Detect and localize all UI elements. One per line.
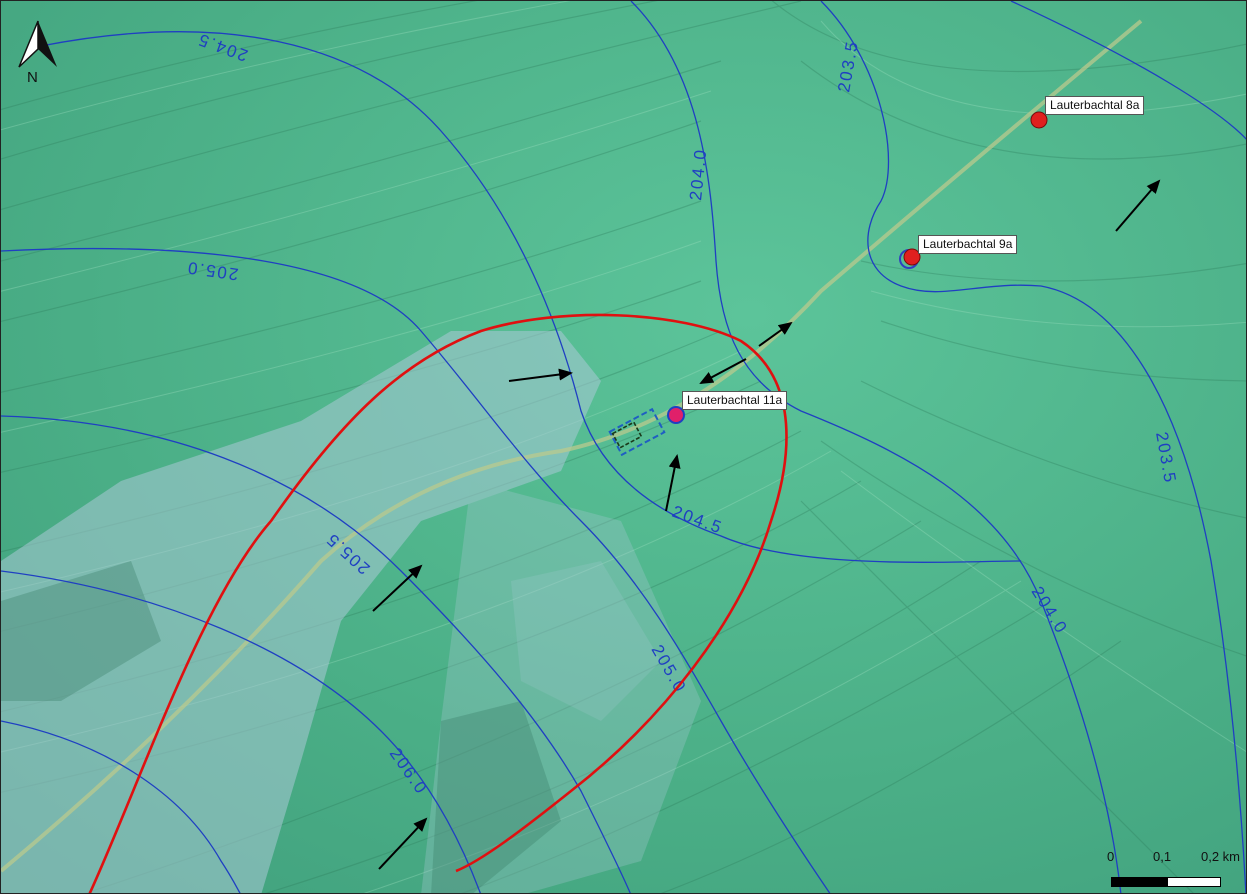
scale-tick-1: 0,1 <box>1153 849 1172 864</box>
contour-205-0 <box>1 247 831 893</box>
contour-203-5 <box>820 1 1246 893</box>
darker-field-areas <box>1 561 561 893</box>
contour-205-5 <box>1 415 631 893</box>
flow-arrow <box>699 358 747 384</box>
flow-arrow <box>372 564 423 612</box>
well-label-8a: Lauterbachtal 8a <box>1045 96 1145 115</box>
north-arrow-icon <box>18 20 57 68</box>
scale-tick-0: 0 <box>1107 849 1115 864</box>
wells <box>667 111 1048 424</box>
north-arrow: N <box>15 19 61 91</box>
scale-segment-black <box>1111 877 1167 887</box>
contour-204-0 <box>630 1 1122 893</box>
scale-bar: 0 0,1 0,2 km <box>1101 849 1246 893</box>
well-label-11a: Lauterbachtal 11a <box>682 391 788 410</box>
flow-arrow <box>758 321 793 347</box>
north-label: N <box>27 69 38 86</box>
well-field-plot <box>608 407 666 457</box>
scale-segment-white <box>1167 877 1221 887</box>
flow-arrow <box>508 368 573 382</box>
capture-zone-boundary <box>88 313 788 893</box>
well-marker-9a <box>903 248 921 266</box>
contour-206-5 <box>1 720 241 893</box>
well-label-9a: Lauterbachtal 9a <box>918 235 1018 254</box>
flow-arrow <box>378 817 428 870</box>
contour-north-east <box>1010 1 1246 140</box>
settlement-areas <box>1 331 701 893</box>
flow-arrow <box>665 454 681 512</box>
flow-arrow <box>1115 179 1161 232</box>
flow-arrows <box>372 179 1161 870</box>
scale-tick-2: 0,2 km <box>1201 849 1241 864</box>
contour-206-0 <box>1 570 481 893</box>
well-marker-11a <box>667 406 685 424</box>
road <box>1 19 1143 873</box>
well-marker-8a <box>1030 111 1048 129</box>
